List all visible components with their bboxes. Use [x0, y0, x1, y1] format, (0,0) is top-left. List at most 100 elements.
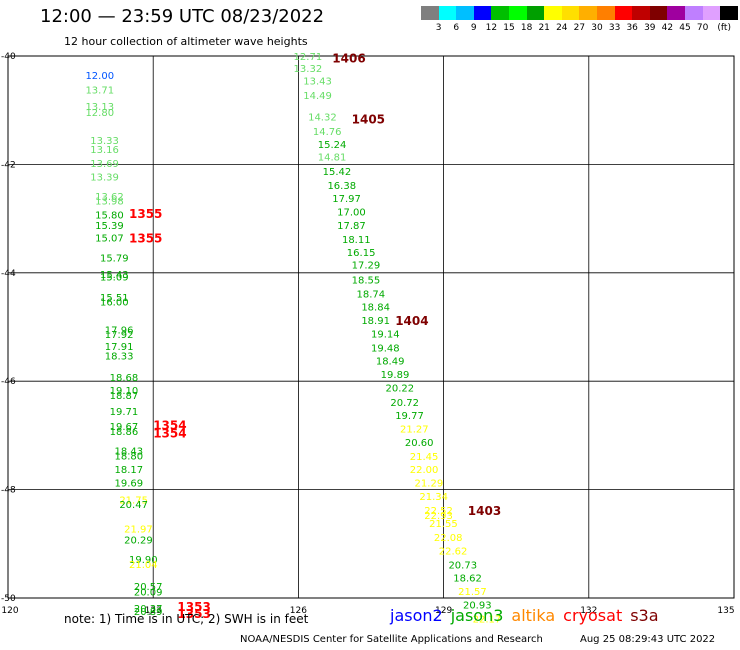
color-legend: 3 6 9 12 15 18 21 24 27 30 33 36 39 42 45 70 (ft)	[421, 6, 738, 36]
satellite-legend: jason2 jason3 altika cryosat s3a	[390, 606, 667, 625]
wave-height-label: 21.29	[415, 479, 444, 490]
legend-swatch	[649, 6, 668, 20]
satellite-label: jason3	[450, 606, 504, 625]
wave-height-label: 21.04	[129, 560, 158, 571]
wave-height-label: 18.49	[376, 357, 405, 368]
pass-time-label: 1353	[177, 607, 210, 621]
legend-labels: 3 6 9 12 15 18 21 24 27 30 33 36 39 42 45 70 (ft)	[421, 20, 738, 34]
legend-swatch	[508, 6, 527, 20]
wave-height-label: 22.17	[473, 615, 502, 626]
legend-label: 18	[520, 23, 533, 33]
footer-note: note: 1) Time is in UTC; 2) SWH is in fe…	[64, 612, 309, 626]
legend-swatch	[491, 6, 509, 20]
wave-height-label: 18.74	[356, 289, 385, 300]
legend-swatch	[456, 6, 474, 20]
axis-tick-labels: 120 123 126 129 132 135 -40 -42 -44 -46 -48 -50	[1, 52, 735, 616]
pass-time-label: 1354	[153, 419, 186, 433]
satellite-label: s3a	[630, 606, 659, 625]
legend-label: 9	[470, 23, 477, 33]
pass-time-label: 1353	[177, 600, 210, 614]
timestamp-text: Aug 25 08:29:43 UTC 2022	[580, 634, 716, 645]
wave-height-label: 17.00	[337, 208, 366, 219]
legend-swatch	[544, 6, 562, 20]
wave-height-label: 21.75	[119, 495, 148, 506]
wave-height-label: 14.32	[308, 113, 337, 124]
satellite-label: altika	[511, 606, 556, 625]
wave-height-label: 22.93	[424, 511, 453, 522]
wave-height-label: 13.13	[85, 102, 114, 113]
wave-height-label: 22.00	[410, 465, 439, 476]
wave-height-label: 21.55	[429, 519, 458, 530]
legend-label: 33	[608, 23, 621, 33]
legend-swatches	[421, 6, 738, 20]
wave-height-label: 13.32	[294, 64, 323, 75]
legend-swatch	[596, 6, 615, 20]
legend-label: 27	[573, 23, 586, 33]
page-subtitle: 12 hour collection of altimeter wave hei…	[64, 35, 308, 48]
latitude-tick-label: -40	[1, 52, 16, 62]
wave-height-label: 21.34	[419, 492, 448, 503]
wave-height-label: 18.62	[453, 573, 482, 584]
longitude-tick-label: 120	[1, 606, 18, 616]
wave-height-label: 18.68	[110, 373, 139, 384]
wave-height-label: 21.45	[410, 452, 439, 463]
wave-height-label: 19.77	[395, 411, 424, 422]
wave-height-label: 22.52	[424, 506, 453, 517]
wave-height-label: 13.43	[303, 76, 332, 87]
wave-height-label: 13.71	[85, 86, 114, 97]
pass-time-label: 1406	[332, 52, 365, 66]
wave-height-label: 18.43	[114, 447, 143, 458]
page-title: 12:00 — 23:59 UTC 08/23/2022	[40, 6, 325, 27]
legend-label: 6	[453, 23, 460, 33]
wave-height-label: 22.08	[434, 533, 463, 544]
wave-height-label: 12.00	[85, 71, 114, 82]
pass-time-label: 1355	[129, 207, 162, 221]
legend-label: 21	[538, 23, 550, 33]
wave-height-label: 15.80	[95, 210, 124, 221]
wave-height-label: 19.71	[110, 407, 139, 418]
legend-swatch	[614, 6, 633, 20]
legend-swatch	[438, 6, 457, 20]
legend-swatch	[720, 6, 738, 20]
wave-height-label: 15.07	[95, 234, 124, 245]
wave-height-label: 13.16	[90, 145, 119, 156]
wave-height-label: 20.60	[405, 438, 434, 449]
wave-height-label: 20.37	[134, 604, 163, 615]
wave-height-label: 19.90	[129, 555, 158, 566]
legend-label: 45	[679, 23, 691, 33]
legend-swatch	[561, 6, 580, 20]
longitude-tick-label: 123	[145, 606, 162, 616]
longitude-tick-label: 132	[580, 606, 597, 616]
latitude-tick-label: -44	[1, 269, 16, 279]
wave-height-label: 18.11	[342, 235, 371, 246]
wave-height-label: 21.97	[124, 525, 153, 536]
wave-height-label: 20.89	[134, 607, 163, 618]
pass-time-label: 1405	[352, 112, 385, 126]
wave-height-label: 20.72	[390, 398, 419, 409]
pass-time-label: 1403	[468, 504, 501, 518]
wave-height-label: 18.33	[105, 352, 134, 363]
wave-height-label: 19.89	[381, 370, 410, 381]
legend-label: 3	[435, 23, 442, 33]
wave-height-label: 20.57	[134, 582, 163, 593]
wave-height-label: 20.09	[134, 587, 163, 598]
wave-height-label: 17.96	[105, 326, 134, 337]
legend-label: 36	[626, 23, 638, 33]
legend-swatch	[526, 6, 545, 20]
wave-height-label: 20.73	[448, 560, 477, 571]
latitude-tick-label: -50	[1, 594, 16, 604]
wave-height-label: 21.27	[400, 424, 429, 435]
wave-height-label: 15.24	[318, 140, 347, 151]
wave-height-label: 13.39	[90, 172, 119, 183]
wave-height-label: 20.47	[119, 500, 148, 511]
wave-height-label: 17.91	[105, 342, 134, 353]
legend-swatch	[473, 6, 492, 20]
credit-text: NOAA/NESDIS Center for Satellite Applica…	[240, 634, 543, 645]
wave-height-label: 13.33	[90, 136, 119, 147]
wave-height-label: 17.97	[332, 194, 361, 205]
wave-height-label: 15.79	[100, 254, 129, 265]
legend-label: 70	[696, 23, 709, 33]
legend-swatch	[632, 6, 650, 20]
